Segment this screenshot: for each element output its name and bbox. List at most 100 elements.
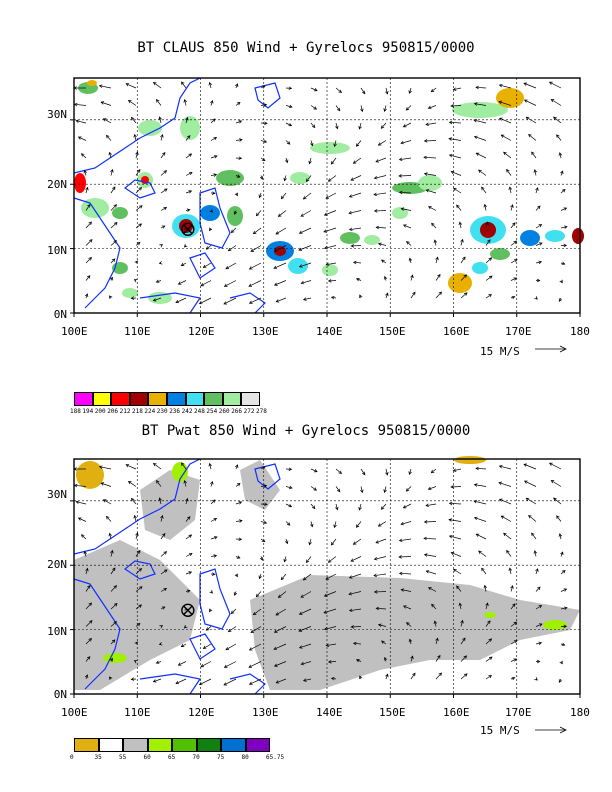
wind-vector-head [385,90,389,95]
wind-vector-head [160,133,164,138]
wind-vector [156,99,162,106]
wind-vector [510,621,517,627]
wind-vector-head [298,230,303,234]
wind-vector [178,280,187,285]
wind-vector [324,210,337,216]
wind-vector [523,463,537,470]
wind-vector-head [362,90,366,95]
wind-vector-head [180,643,185,648]
wind-vector [210,137,217,141]
wind-vector [260,104,267,106]
colorbar-tick-label: 230 [156,408,168,415]
wind-vector [125,83,137,89]
wind-vector [301,661,312,665]
field-patch [310,142,350,154]
field-patch [448,273,472,293]
wind-vector [200,661,212,668]
panel1-lon-label-100e: 100E [61,325,88,338]
panel2-lat-label-30n: 30N [47,488,67,501]
wind-vector [278,591,287,598]
wind-vector [356,278,362,281]
wind-vector [110,240,117,246]
wind-vector [324,245,337,249]
wind-vector [85,187,88,194]
wind-vector-head [513,240,518,244]
wind-vector-head [402,505,407,509]
wind-vector-head [252,230,257,235]
wind-vector [235,139,243,141]
wind-vector [473,119,487,124]
gyre-marker-icon [181,603,195,618]
wind-vector [410,656,414,662]
wind-vector-head [348,592,352,596]
wind-vector-head [177,662,182,666]
wind-vector-head [450,170,455,175]
wind-vector-head [373,209,378,213]
wind-vector-head [385,673,389,678]
wind-vector-head [158,116,162,120]
wind-vector [551,480,562,487]
wind-vector-head [261,466,266,470]
wind-vector-head [273,282,278,286]
wind-vector-head [263,103,268,107]
wind-vector [524,480,537,487]
coastline [139,292,201,314]
wind-vector [426,189,437,194]
wind-vector-head [261,157,266,162]
wind-vector-head [187,516,191,520]
wind-vector-head [213,173,218,177]
wind-vector [109,152,112,159]
wind-vector-head [383,489,387,493]
wind-vector [460,274,467,281]
wind-vector [78,517,87,522]
wind-vector [249,678,262,685]
wind-vector-head [202,264,207,268]
wind-vector-head [111,639,116,643]
wind-vector-head [381,640,385,644]
wind-vector [331,296,337,299]
wind-vector-head [138,586,143,590]
wind-vector [253,608,262,615]
wind-vector-head [161,225,166,229]
wind-vector-head [534,677,538,681]
wind-vector-head [355,277,360,282]
wind-vector-head [323,246,328,250]
wind-vector [335,122,338,129]
wind-vector [503,151,512,159]
coastline [123,560,156,580]
field-patch [140,470,200,540]
wind-vector [560,570,566,575]
wind-vector-head [430,469,435,474]
wind-vector-head [248,664,253,668]
panel1-lon-label-160e: 160E [443,325,470,338]
wind-vector [381,640,387,645]
wind-vector [235,120,242,124]
wind-vector-head [348,575,353,579]
wind-vector-head [230,610,235,615]
wind-vector [453,468,462,472]
wind-vector-head [503,151,507,156]
wind-vector [456,585,462,592]
wind-vector [281,192,287,199]
wind-vector-head [385,292,389,297]
wind-vector-head [108,151,112,156]
wind-vector-head [510,204,514,208]
wind-vector [160,152,166,159]
wind-vector-head [525,497,530,501]
wind-vector [76,120,87,124]
wind-vector-head [160,514,164,519]
wind-vector [85,275,91,281]
field-patch [452,102,508,118]
wind-vector-head [450,104,454,108]
wind-vector [485,294,492,299]
field-patch [364,235,380,245]
wind-vector [84,170,87,176]
wind-vector-head [430,88,435,93]
wind-vector-head [478,550,482,554]
wind-vector [324,591,337,597]
wind-vector-head [498,498,503,502]
wind-vector-head [158,497,162,501]
wind-vector [335,105,341,111]
wind-vector [399,157,412,161]
wind-vector [553,116,562,124]
